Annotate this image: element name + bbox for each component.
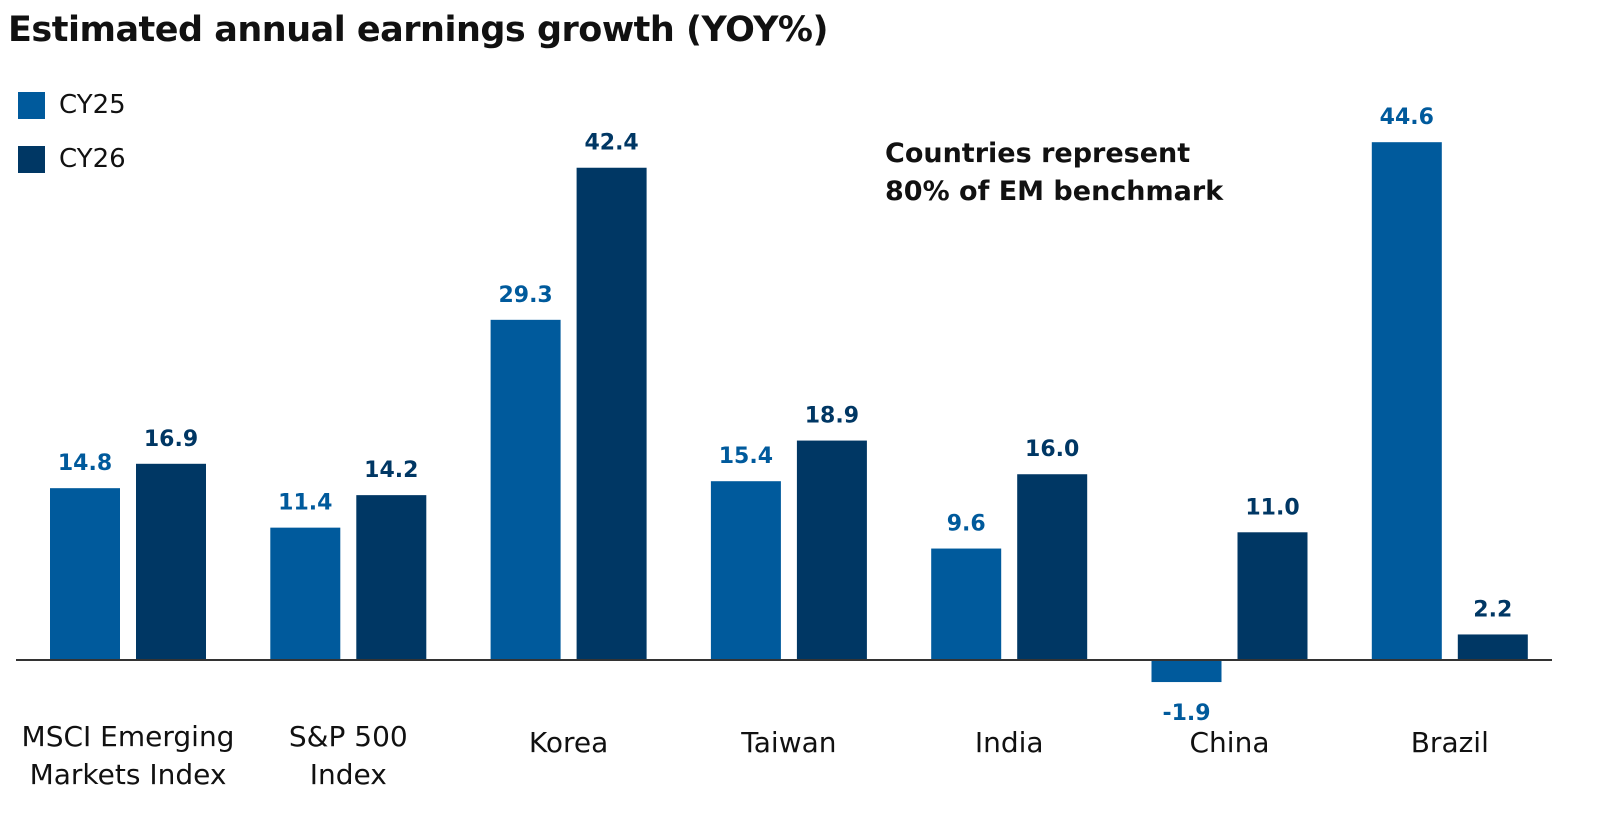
annotation-line: 80% of EM benchmark [885, 176, 1224, 207]
annotation-line: Countries represent [885, 138, 1191, 169]
data-label: 16.0 [1025, 437, 1079, 462]
category-label: Korea [529, 726, 608, 759]
bar-cy25 [710, 481, 781, 660]
bar-cy25 [50, 488, 120, 660]
bar-cy26 [576, 167, 647, 660]
category-label: Taiwan [740, 726, 836, 759]
category-label: Markets Index [30, 758, 227, 791]
legend-swatch-cy26 [18, 145, 45, 173]
data-label: 44.6 [1380, 105, 1434, 130]
bar-cy25 [1151, 660, 1222, 683]
data-label: -1.9 [1162, 701, 1210, 726]
data-label: 9.6 [947, 512, 986, 537]
data-label: 11.0 [1245, 495, 1299, 520]
category-label: Brazil [1411, 726, 1489, 759]
category-label: MSCI Emerging [22, 720, 235, 753]
legend-item-cy26: CY26 [18, 144, 126, 174]
legend-item-cy25: CY25 [18, 90, 126, 120]
data-label: 14.2 [364, 458, 418, 483]
legend-label: CY25 [59, 90, 126, 120]
data-label: 16.9 [144, 427, 198, 452]
data-label: 29.3 [498, 283, 552, 308]
bar-cy25 [270, 527, 341, 660]
data-label: 15.4 [719, 444, 773, 469]
bar-cy25 [490, 319, 561, 660]
bar-cy25 [1371, 142, 1442, 661]
data-label: 14.8 [58, 451, 112, 476]
legend-label: CY26 [59, 144, 126, 174]
legend-swatch-cy25 [18, 91, 45, 119]
category-label: India [975, 726, 1044, 759]
data-label: 11.4 [278, 491, 332, 516]
category-label: S&P 500 [289, 720, 408, 753]
bar-cy25 [931, 548, 1002, 660]
data-label: 18.9 [805, 404, 859, 429]
data-label: 42.4 [584, 131, 638, 156]
bar-cy26 [356, 495, 427, 660]
bar-cy26 [796, 440, 867, 660]
bar-cy26 [1237, 532, 1308, 660]
data-label: 2.2 [1473, 597, 1512, 622]
category-label: China [1190, 726, 1270, 759]
category-label: Index [310, 758, 387, 791]
chart-title: Estimated annual earnings growth (YOY%) [8, 10, 829, 50]
chart-annotation: Countries represent 80% of EM benchmark [885, 135, 1223, 211]
bar-cy26 [1457, 634, 1528, 660]
bar-cy26 [1017, 474, 1088, 660]
bar-cy26 [136, 463, 206, 660]
